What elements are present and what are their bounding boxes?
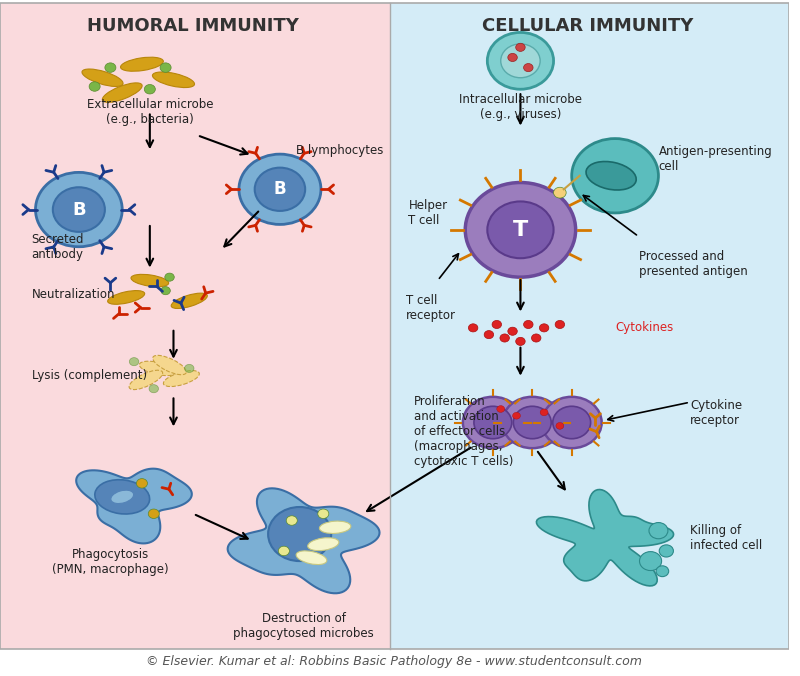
Circle shape: [165, 273, 174, 281]
Polygon shape: [228, 488, 379, 594]
Circle shape: [501, 44, 540, 78]
Circle shape: [514, 406, 551, 439]
Circle shape: [497, 406, 505, 412]
Circle shape: [659, 545, 674, 557]
Circle shape: [89, 82, 100, 91]
Ellipse shape: [108, 291, 145, 304]
Circle shape: [161, 287, 170, 295]
Circle shape: [523, 320, 533, 329]
Text: T cell
receptor: T cell receptor: [406, 294, 456, 322]
Ellipse shape: [171, 293, 207, 308]
Circle shape: [466, 183, 576, 277]
Circle shape: [639, 552, 662, 571]
Circle shape: [508, 327, 518, 335]
Text: © Elsevier. Kumar et al: Robbins Basic Pathology 8e - www.studentconsult.com: © Elsevier. Kumar et al: Robbins Basic P…: [146, 654, 642, 668]
Text: B lymphocytes: B lymphocytes: [296, 143, 383, 157]
Circle shape: [508, 53, 518, 62]
Circle shape: [487, 32, 554, 89]
Ellipse shape: [102, 83, 142, 102]
Circle shape: [144, 84, 155, 94]
Circle shape: [492, 320, 502, 329]
Ellipse shape: [82, 69, 123, 87]
Ellipse shape: [121, 57, 163, 71]
Circle shape: [268, 507, 331, 561]
Text: Phagocytosis
(PMN, macrophage): Phagocytosis (PMN, macrophage): [52, 548, 169, 575]
Circle shape: [463, 397, 523, 448]
Circle shape: [318, 509, 329, 518]
Circle shape: [516, 43, 525, 51]
Ellipse shape: [139, 361, 176, 376]
Circle shape: [500, 334, 510, 342]
Ellipse shape: [296, 551, 327, 564]
Circle shape: [484, 331, 494, 339]
Text: Lysis (complement): Lysis (complement): [31, 368, 146, 382]
Circle shape: [523, 64, 533, 72]
Circle shape: [185, 364, 194, 372]
Text: T: T: [513, 220, 528, 240]
Text: Helper
T cell: Helper T cell: [409, 199, 447, 227]
Ellipse shape: [319, 521, 351, 533]
Circle shape: [239, 154, 321, 224]
Ellipse shape: [111, 490, 134, 504]
Circle shape: [105, 63, 116, 72]
Circle shape: [149, 385, 158, 393]
Circle shape: [487, 201, 554, 258]
Circle shape: [516, 337, 525, 345]
Polygon shape: [537, 489, 674, 586]
Text: Secreted
antibody: Secreted antibody: [31, 233, 84, 261]
Circle shape: [531, 334, 541, 342]
Text: Neutralization: Neutralization: [31, 287, 115, 301]
Text: CELLULAR IMMUNITY: CELLULAR IMMUNITY: [482, 17, 693, 35]
Circle shape: [554, 187, 566, 198]
Circle shape: [572, 139, 658, 213]
Text: Extracellular microbe
(e.g., bacteria): Extracellular microbe (e.g., bacteria): [86, 98, 213, 126]
Circle shape: [502, 397, 562, 448]
Ellipse shape: [153, 356, 186, 375]
Circle shape: [556, 422, 564, 429]
Circle shape: [553, 406, 590, 439]
Ellipse shape: [131, 274, 169, 287]
Circle shape: [656, 566, 669, 577]
Text: Destruction of
phagocytosed microbes: Destruction of phagocytosed microbes: [234, 612, 374, 639]
Circle shape: [540, 409, 548, 416]
Ellipse shape: [153, 72, 194, 88]
Circle shape: [513, 412, 521, 419]
Text: Processed and
presented antigen: Processed and presented antigen: [638, 250, 747, 278]
Circle shape: [254, 168, 305, 211]
Circle shape: [137, 479, 147, 488]
Text: B: B: [274, 180, 286, 198]
Ellipse shape: [308, 537, 339, 551]
Text: Cytokines: Cytokines: [615, 321, 674, 335]
Ellipse shape: [163, 370, 199, 387]
Text: HUMORAL IMMUNITY: HUMORAL IMMUNITY: [87, 17, 299, 35]
Circle shape: [160, 63, 171, 72]
Text: Antigen-presenting
cell: Antigen-presenting cell: [658, 145, 772, 173]
Circle shape: [539, 324, 549, 332]
Circle shape: [286, 516, 298, 525]
FancyBboxPatch shape: [0, 3, 390, 649]
FancyBboxPatch shape: [390, 3, 789, 649]
Ellipse shape: [586, 162, 636, 190]
Text: Cytokine
receptor: Cytokine receptor: [690, 399, 742, 427]
Text: Intracellular microbe
(e.g., viruses): Intracellular microbe (e.g., viruses): [459, 93, 582, 121]
Circle shape: [278, 546, 290, 556]
Polygon shape: [76, 468, 192, 544]
Circle shape: [130, 358, 138, 366]
Ellipse shape: [129, 370, 162, 389]
Circle shape: [542, 397, 602, 448]
Ellipse shape: [95, 480, 150, 514]
Text: B: B: [72, 201, 86, 218]
Text: Killing of
infected cell: Killing of infected cell: [690, 524, 762, 552]
Circle shape: [468, 324, 478, 332]
Circle shape: [649, 523, 668, 539]
Circle shape: [474, 406, 512, 439]
Circle shape: [555, 320, 565, 329]
Circle shape: [35, 172, 122, 247]
Circle shape: [53, 187, 105, 232]
Circle shape: [148, 509, 159, 518]
Text: Proliferation
and activation
of effector cells
(macrophages,
cytotoxic T cells): Proliferation and activation of effector…: [414, 395, 514, 468]
